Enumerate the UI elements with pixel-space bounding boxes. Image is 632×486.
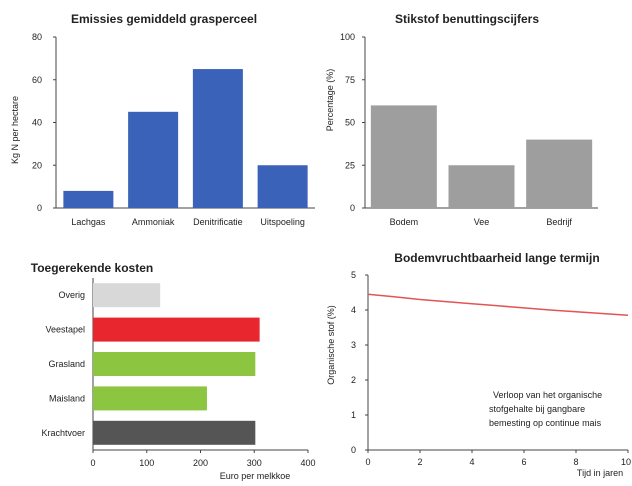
x-tick-label: 10 (621, 457, 631, 467)
chart-nitrogen-use-ylabel: Percentage (%) (325, 69, 335, 132)
chart-soil-fertility: Bodemvruchtbaarheid lange termijn Organi… (326, 251, 631, 478)
x-tick-label: Vee (474, 217, 490, 227)
chart-soil-fertility-note-line-2: stofgehalte bij gangbare (489, 404, 585, 414)
chart-nitrogen-use: Stikstof benuttingscijfers Percentage (%… (325, 12, 598, 227)
chart-soil-fertility-xlabel: Tijd in jaren (577, 468, 623, 478)
chart-emissions-plot: 0 20 40 60 80 Lachgas Ammoniak Denitrificatie Ui… (32, 32, 315, 227)
bar (93, 317, 260, 342)
bar (526, 139, 593, 208)
chart-soil-fertility-note-line-3: bemesting op continue mais (489, 418, 602, 428)
x-tick-label: 300 (247, 458, 262, 468)
y-tick-label: 100 (340, 32, 355, 42)
bar (93, 352, 256, 376)
y-tick-label: Krachtvoer (41, 428, 85, 438)
chart-costs-plot: 0 100 200 300 400 Overig Veestapel Grasland Mais… (41, 278, 316, 468)
chart-soil-fertility-plot: 0 1 2 3 4 5 0 2 4 6 8 10 (351, 270, 631, 467)
bar (63, 190, 114, 208)
x-tick-label: 0 (90, 458, 95, 468)
x-tick-label: 8 (573, 457, 578, 467)
chart-nitrogen-use-plot: 0 25 50 75 100 Bodem Vee Bedrijf (340, 32, 598, 227)
bar (128, 111, 179, 208)
y-tick-label: 4 (351, 305, 356, 315)
y-tick-label: 0 (37, 203, 42, 213)
y-tick-label: 2 (351, 375, 356, 385)
y-tick-label: 80 (32, 32, 42, 42)
x-tick-label: 4 (469, 457, 474, 467)
bar (370, 105, 437, 208)
y-tick-label: Maisland (49, 393, 85, 403)
x-tick-label: Bedrijf (546, 217, 572, 227)
x-tick-label: Denitrificatie (193, 217, 243, 227)
x-tick-label: 100 (139, 458, 154, 468)
x-tick-label: Lachgas (71, 217, 106, 227)
chart-nitrogen-use-title: Stikstof benuttingscijfers (395, 12, 539, 26)
y-tick-label: 25 (345, 160, 355, 170)
y-tick-label: 1 (351, 410, 356, 420)
y-tick-label: 3 (351, 340, 356, 350)
x-tick-label: 400 (300, 458, 315, 468)
chart-emissions-ylabel: Kg N per hectare (10, 96, 20, 164)
chart-costs: Toegerekende kosten Euro per melkkoe 0 10… (31, 261, 316, 481)
chart-soil-fertility-title: Bodemvruchtbaarheid lange termijn (394, 251, 599, 265)
bar (192, 69, 243, 208)
y-tick-label: Overig (58, 290, 85, 300)
y-tick-label: 40 (32, 118, 42, 128)
chart-soil-fertility-ylabel: Organische stof (%) (326, 305, 336, 385)
x-tick-label: Bodem (390, 217, 419, 227)
y-tick-label: 20 (32, 160, 42, 170)
bar (93, 283, 161, 308)
y-tick-label: 75 (345, 75, 355, 85)
y-tick-label: 0 (350, 203, 355, 213)
y-tick-label: 50 (345, 118, 355, 128)
chart-costs-xlabel: Euro per melkkoe (220, 471, 291, 481)
x-tick-label: 0 (365, 457, 370, 467)
y-tick-label: 60 (32, 75, 42, 85)
x-tick-label: 2 (417, 457, 422, 467)
chart-costs-title: Toegerekende kosten (31, 261, 153, 275)
y-tick-label: Grasland (48, 359, 85, 369)
x-tick-label: Ammoniak (132, 217, 175, 227)
series-line (367, 293, 629, 317)
y-tick-label: 0 (351, 445, 356, 455)
bar (93, 420, 256, 445)
y-tick-label: 5 (351, 270, 356, 280)
bar (93, 386, 207, 411)
chart-soil-fertility-note-line-1: Verloop van het organische (493, 390, 602, 400)
x-tick-label: Uitspoeling (260, 217, 305, 227)
x-tick-label: 200 (193, 458, 208, 468)
bar (448, 165, 515, 208)
x-tick-label: 6 (521, 457, 526, 467)
chart-emissions-title: Emissies gemiddeld grasperceel (71, 12, 257, 26)
bar (257, 165, 308, 208)
chart-emissions: Emissies gemiddeld grasperceel Kg N per … (10, 12, 315, 227)
y-tick-label: Veestapel (45, 325, 85, 335)
